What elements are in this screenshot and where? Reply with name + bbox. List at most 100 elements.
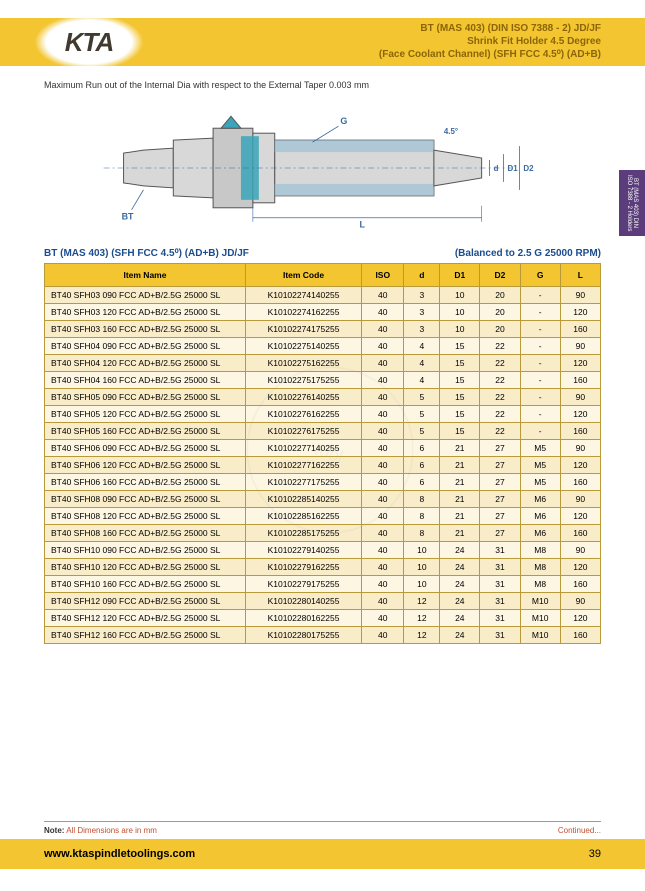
table-row: BT40 SFH03 120 FCC AD+B/2.5G 25000 SLK10… — [45, 304, 601, 321]
svg-text:L: L — [360, 220, 366, 230]
header-line3: (Face Coolant Channel) (SFH FCC 4.5⁰) (A… — [379, 48, 601, 61]
cell: 120 — [560, 559, 600, 576]
svg-text:BT: BT — [122, 212, 134, 222]
cell: K10102274162255 — [245, 304, 361, 321]
cell: 15 — [440, 423, 480, 440]
cell: 27 — [480, 457, 520, 474]
cell: K10102276175255 — [245, 423, 361, 440]
cell: 10 — [440, 321, 480, 338]
table-row: BT40 SFH12 160 FCC AD+B/2.5G 25000 SLK10… — [45, 627, 601, 644]
cell: 3 — [404, 287, 440, 304]
cell: 22 — [480, 355, 520, 372]
cell: BT40 SFH06 160 FCC AD+B/2.5G 25000 SL — [45, 474, 246, 491]
col-2: ISO — [362, 264, 404, 287]
table-row: BT40 SFH04 160 FCC AD+B/2.5G 25000 SLK10… — [45, 372, 601, 389]
cell: 40 — [362, 440, 404, 457]
cell: 5 — [404, 423, 440, 440]
cell: BT40 SFH03 090 FCC AD+B/2.5G 25000 SL — [45, 287, 246, 304]
cell: 6 — [404, 457, 440, 474]
cell: 8 — [404, 491, 440, 508]
svg-text:d: d — [494, 164, 499, 173]
cell: 160 — [560, 576, 600, 593]
page: KTA BT (MAS 403) (DIN ISO 7388 - 2) JD/J… — [0, 0, 645, 891]
cell: 90 — [560, 440, 600, 457]
table-row: BT40 SFH04 090 FCC AD+B/2.5G 25000 SLK10… — [45, 338, 601, 355]
cell: 27 — [480, 440, 520, 457]
cell: BT40 SFH04 120 FCC AD+B/2.5G 25000 SL — [45, 355, 246, 372]
cell: 31 — [480, 559, 520, 576]
footer-bar: www.ktaspindletoolings.com 39 — [0, 839, 645, 869]
cell: 21 — [440, 440, 480, 457]
cell: 10 — [404, 542, 440, 559]
cell: K10102274175255 — [245, 321, 361, 338]
cell: BT40 SFH10 120 FCC AD+B/2.5G 25000 SL — [45, 559, 246, 576]
content-area: Maximum Run out of the Internal Dia with… — [44, 74, 601, 644]
cell: 40 — [362, 372, 404, 389]
cell: 15 — [440, 338, 480, 355]
cell: 24 — [440, 593, 480, 610]
cell: 4 — [404, 372, 440, 389]
cell: K10102276140255 — [245, 389, 361, 406]
cell: 10 — [440, 304, 480, 321]
cell: K10102276162255 — [245, 406, 361, 423]
cell: M8 — [520, 559, 560, 576]
cell: 8 — [404, 508, 440, 525]
cell: M5 — [520, 457, 560, 474]
cell: BT40 SFH12 120 FCC AD+B/2.5G 25000 SL — [45, 610, 246, 627]
cell: K10102280162255 — [245, 610, 361, 627]
cell: BT40 SFH05 120 FCC AD+B/2.5G 25000 SL — [45, 406, 246, 423]
cell: 6 — [404, 440, 440, 457]
cell: - — [520, 406, 560, 423]
cell: M10 — [520, 610, 560, 627]
table-row: BT40 SFH10 090 FCC AD+B/2.5G 25000 SLK10… — [45, 542, 601, 559]
note-text: All Dimensions are in mm — [64, 826, 156, 835]
cell: BT40 SFH10 090 FCC AD+B/2.5G 25000 SL — [45, 542, 246, 559]
cell: 90 — [560, 542, 600, 559]
cell: 10 — [404, 576, 440, 593]
cell: 160 — [560, 423, 600, 440]
cell: K10102277175255 — [245, 474, 361, 491]
cell: 31 — [480, 593, 520, 610]
cell: 24 — [440, 542, 480, 559]
cell: 21 — [440, 457, 480, 474]
cell: K10102279175255 — [245, 576, 361, 593]
table-row: BT40 SFH06 090 FCC AD+B/2.5G 25000 SLK10… — [45, 440, 601, 457]
cell: 120 — [560, 355, 600, 372]
cell: K10102279162255 — [245, 559, 361, 576]
cell: 40 — [362, 508, 404, 525]
cell: 40 — [362, 627, 404, 644]
cell: BT40 SFH05 090 FCC AD+B/2.5G 25000 SL — [45, 389, 246, 406]
cell: K10102274140255 — [245, 287, 361, 304]
cell: 40 — [362, 287, 404, 304]
table-header-row: Item NameItem CodeISOdD1D2GL — [45, 264, 601, 287]
cell: 160 — [560, 525, 600, 542]
cell: K10102277162255 — [245, 457, 361, 474]
cell: 40 — [362, 474, 404, 491]
cell: 90 — [560, 389, 600, 406]
cell: 40 — [362, 457, 404, 474]
cell: 6 — [404, 474, 440, 491]
cell: K10102275140255 — [245, 338, 361, 355]
cell: K10102280140255 — [245, 593, 361, 610]
cell: M6 — [520, 508, 560, 525]
cell: K10102280175255 — [245, 627, 361, 644]
table-row: BT40 SFH10 160 FCC AD+B/2.5G 25000 SLK10… — [45, 576, 601, 593]
cell: 120 — [560, 304, 600, 321]
cell: 5 — [404, 406, 440, 423]
footer-line: Note: All Dimensions are in mm Continued… — [44, 821, 601, 835]
cell: BT40 SFH08 090 FCC AD+B/2.5G 25000 SL — [45, 491, 246, 508]
cell: 8 — [404, 525, 440, 542]
cell: M8 — [520, 542, 560, 559]
cell: K10102277140255 — [245, 440, 361, 457]
cell: 15 — [440, 389, 480, 406]
cell: 20 — [480, 321, 520, 338]
header-line2: Shrink Fit Holder 4.5 Degree — [379, 35, 601, 48]
cell: 160 — [560, 627, 600, 644]
cell: 120 — [560, 610, 600, 627]
cell: - — [520, 304, 560, 321]
cell: 160 — [560, 321, 600, 338]
diagram-svg: L BT G 4.5° d D1 D2 — [44, 98, 601, 238]
table-row: BT40 SFH06 160 FCC AD+B/2.5G 25000 SLK10… — [45, 474, 601, 491]
cell: 31 — [480, 576, 520, 593]
cell: 15 — [440, 406, 480, 423]
